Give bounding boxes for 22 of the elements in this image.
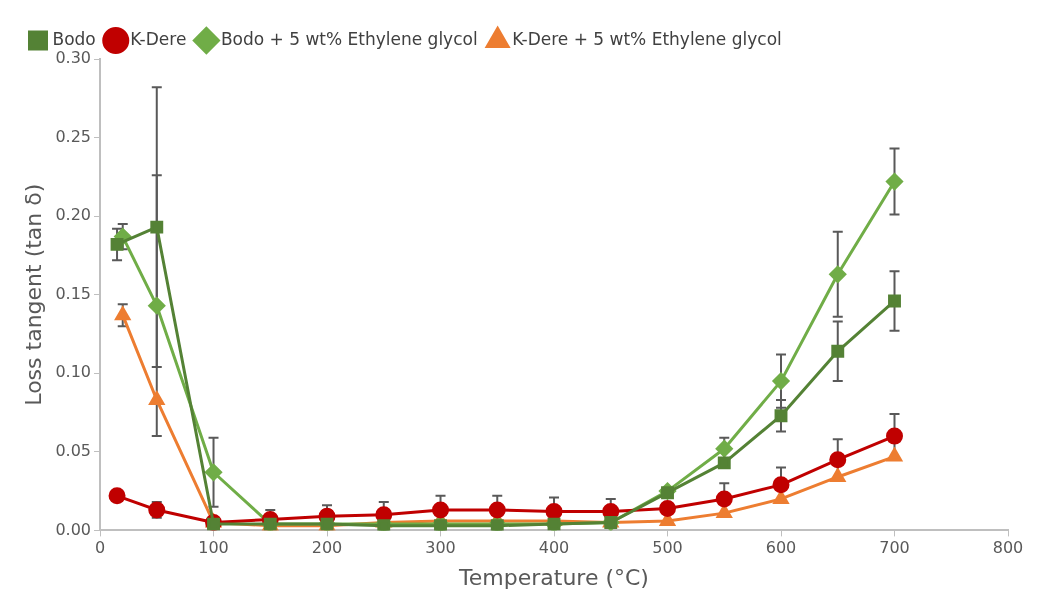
x-tick-label: 800 xyxy=(992,538,1024,558)
legend-label: Bodo + 5 wt% Ethylene glycol xyxy=(220,28,478,49)
legend-label: Bodo xyxy=(52,28,96,49)
x-tick-label: 600 xyxy=(765,538,797,558)
y-tick-label: 0.05 xyxy=(55,440,92,460)
y-tick-label: 0.20 xyxy=(55,205,92,225)
x-tick-label: 400 xyxy=(538,538,570,558)
x-tick-label: 300 xyxy=(425,538,456,558)
y-axis-title: Loss tangent (tan δ) xyxy=(20,183,46,406)
x-tick-label: 200 xyxy=(311,538,343,558)
x-axis-title: Temperature (°C) xyxy=(458,564,649,590)
legend-label: K-Dere xyxy=(130,28,187,49)
y-tick-label: 0.25 xyxy=(55,126,92,146)
x-tick-label: 100 xyxy=(198,538,229,558)
y-tick-label: 0.15 xyxy=(55,283,92,303)
x-tick-label: 500 xyxy=(652,538,683,558)
y-tick-label: 0.10 xyxy=(55,362,92,382)
x-tick-label: 700 xyxy=(879,538,910,558)
legend-label: K-Dere + 5 wt% Ethylene glycol xyxy=(512,28,782,49)
x-tick-label: 0 xyxy=(94,538,106,558)
y-tick-label: 0.00 xyxy=(55,519,92,539)
y-tick-label: 0.30 xyxy=(55,48,92,68)
